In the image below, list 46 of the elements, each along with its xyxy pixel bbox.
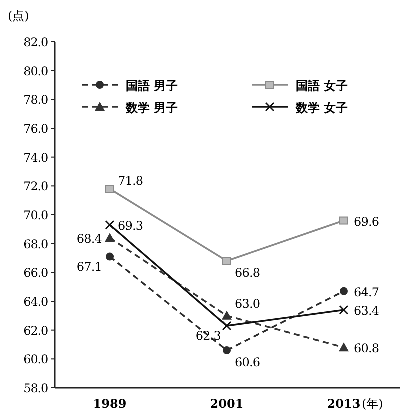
x-tick-label: 2001 — [210, 397, 244, 411]
y-tick-label: 72.0 — [24, 180, 48, 194]
point — [339, 342, 349, 352]
data-label: 62.3 — [196, 329, 221, 344]
y-tick-label: 70.0 — [24, 208, 48, 222]
x-tick-label: 1989 — [93, 397, 127, 411]
data-label: 67.1 — [76, 260, 102, 274]
data-label: 68.4 — [76, 232, 103, 246]
point — [340, 306, 348, 315]
data-label: 60.6 — [235, 356, 260, 370]
data-label: 60.8 — [354, 342, 380, 356]
y-tick-label: 78.0 — [24, 93, 48, 108]
point — [340, 287, 348, 296]
point — [223, 346, 231, 355]
legend-label: 数学 男子 — [125, 101, 178, 115]
point — [106, 220, 114, 230]
data-label: 63.4 — [354, 304, 380, 318]
point — [106, 252, 114, 261]
y-tick-label: 82.0 — [24, 36, 48, 50]
data-label: 66.8 — [235, 266, 260, 280]
data-label: 69.6 — [354, 214, 380, 229]
y-tick-label: 68.0 — [24, 237, 48, 252]
y-tick-label: 60.0 — [24, 352, 48, 367]
point — [340, 216, 348, 225]
legend-label: 数学 女子 — [295, 101, 348, 115]
legend-label: 国語 男子 — [126, 79, 178, 93]
data-label: 71.8 — [118, 174, 144, 188]
y-tick-label: 76.0 — [24, 122, 48, 136]
point — [222, 310, 232, 320]
point — [222, 322, 232, 331]
y-tick-label: 64.0 — [24, 295, 48, 309]
x-tick-label: 2013 — [327, 397, 361, 411]
y-tick-label: 80.0 — [24, 64, 48, 78]
data-label: 69.3 — [118, 219, 144, 234]
y-axis-title: (点) — [8, 9, 30, 23]
legend-label: 国語 女子 — [296, 79, 348, 93]
x-axis-title: (年) — [362, 397, 384, 411]
point — [105, 233, 115, 242]
y-tick-label: 66.0 — [24, 266, 48, 280]
y-tick-label: 74.0 — [24, 150, 48, 165]
data-label: 64.7 — [354, 285, 380, 300]
y-tick-label: 58.0 — [24, 382, 48, 396]
y-tick-label: 62.0 — [24, 324, 48, 338]
data-label: 63.0 — [235, 296, 260, 311]
point — [106, 185, 114, 194]
point — [222, 257, 232, 266]
